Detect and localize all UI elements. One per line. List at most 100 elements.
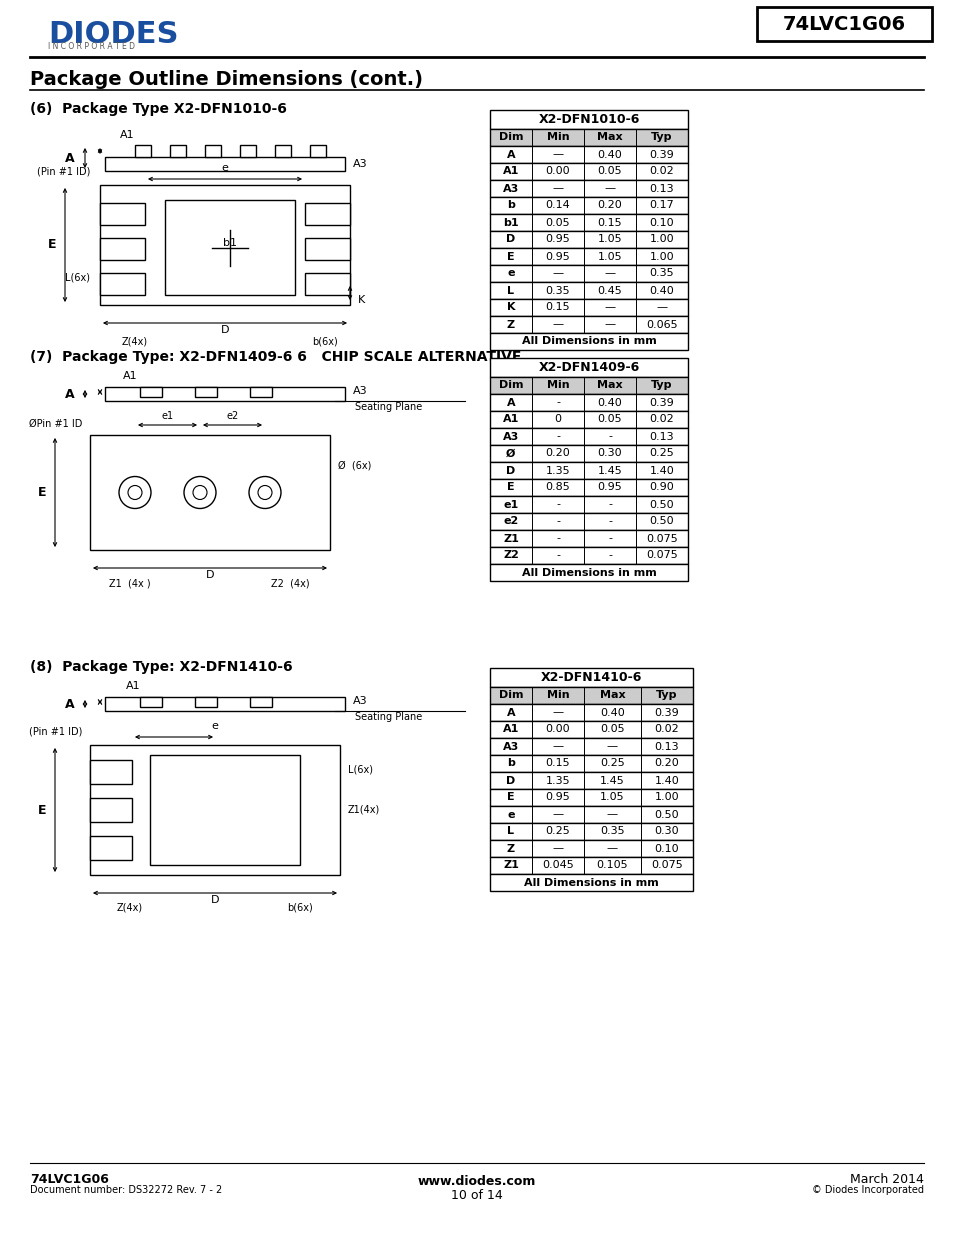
Text: —: — bbox=[552, 741, 563, 752]
Text: 0.30: 0.30 bbox=[654, 826, 679, 836]
Text: March 2014: March 2014 bbox=[849, 1173, 923, 1186]
Text: L: L bbox=[507, 285, 514, 295]
Text: e2: e2 bbox=[226, 411, 238, 421]
Text: -: - bbox=[607, 516, 612, 526]
Text: e1: e1 bbox=[161, 411, 173, 421]
Bar bbox=[490, 394, 687, 411]
Text: Z: Z bbox=[506, 844, 515, 853]
Text: —: — bbox=[552, 708, 563, 718]
Bar bbox=[490, 840, 692, 857]
Text: —: — bbox=[552, 268, 563, 279]
Text: A: A bbox=[65, 152, 74, 164]
Bar bbox=[490, 180, 687, 198]
Text: 0.95: 0.95 bbox=[545, 235, 570, 245]
Text: 0.40: 0.40 bbox=[649, 285, 674, 295]
Text: —: — bbox=[552, 844, 563, 853]
Text: 1.40: 1.40 bbox=[649, 466, 674, 475]
Text: -: - bbox=[556, 534, 559, 543]
Text: Z1: Z1 bbox=[502, 861, 518, 871]
Bar bbox=[490, 789, 692, 806]
Text: 0.10: 0.10 bbox=[654, 844, 679, 853]
Text: L: L bbox=[507, 826, 514, 836]
Text: 0.40: 0.40 bbox=[597, 149, 621, 159]
Bar bbox=[490, 806, 692, 823]
Text: A: A bbox=[65, 388, 74, 400]
Text: D: D bbox=[211, 895, 219, 905]
Text: 0.25: 0.25 bbox=[599, 758, 624, 768]
Text: I N C O R P O R A T E D: I N C O R P O R A T E D bbox=[48, 42, 135, 51]
Text: 1.05: 1.05 bbox=[598, 252, 621, 262]
Text: —: — bbox=[606, 809, 618, 820]
Text: e: e bbox=[507, 268, 515, 279]
Text: —: — bbox=[606, 741, 618, 752]
Bar bbox=[490, 496, 687, 513]
Text: -: - bbox=[556, 431, 559, 441]
Text: Z(4x): Z(4x) bbox=[117, 903, 143, 913]
Text: 0.20: 0.20 bbox=[545, 448, 570, 458]
Text: Z1  (4x ): Z1 (4x ) bbox=[109, 578, 151, 588]
Bar bbox=[490, 128, 687, 146]
Text: D: D bbox=[506, 776, 515, 785]
Text: DIODES: DIODES bbox=[48, 20, 178, 49]
Text: 0.40: 0.40 bbox=[599, 708, 624, 718]
Bar bbox=[105, 387, 345, 401]
Text: Seating Plane: Seating Plane bbox=[355, 403, 422, 412]
Text: -: - bbox=[556, 516, 559, 526]
Text: b1: b1 bbox=[502, 217, 518, 227]
Bar bbox=[194, 387, 216, 396]
Text: K: K bbox=[357, 295, 365, 305]
Text: L(6x): L(6x) bbox=[65, 272, 90, 282]
Bar bbox=[490, 704, 692, 721]
Text: K: K bbox=[506, 303, 515, 312]
Bar bbox=[490, 462, 687, 479]
Text: 0.105: 0.105 bbox=[596, 861, 628, 871]
Text: A3: A3 bbox=[353, 697, 367, 706]
Text: 0.50: 0.50 bbox=[649, 516, 674, 526]
Text: D: D bbox=[206, 571, 214, 580]
Text: 0.15: 0.15 bbox=[598, 217, 621, 227]
Text: Z2  (4x): Z2 (4x) bbox=[271, 578, 309, 588]
Text: Max: Max bbox=[597, 132, 622, 142]
Bar bbox=[490, 857, 692, 874]
Text: b(6x): b(6x) bbox=[287, 903, 313, 913]
Text: -: - bbox=[556, 499, 559, 510]
Bar bbox=[490, 721, 692, 739]
Bar bbox=[100, 203, 145, 225]
Text: 0.05: 0.05 bbox=[598, 415, 621, 425]
Text: (Pin #1 ID): (Pin #1 ID) bbox=[29, 727, 82, 737]
Circle shape bbox=[128, 485, 142, 499]
Text: 1.05: 1.05 bbox=[598, 235, 621, 245]
Bar bbox=[490, 411, 687, 429]
Text: Min: Min bbox=[546, 380, 569, 390]
Text: 1.40: 1.40 bbox=[654, 776, 679, 785]
Bar bbox=[490, 513, 687, 530]
Text: Z1(4x): Z1(4x) bbox=[348, 805, 380, 815]
Text: Dim: Dim bbox=[498, 380, 522, 390]
Text: -: - bbox=[556, 398, 559, 408]
Text: 0.95: 0.95 bbox=[545, 252, 570, 262]
Bar bbox=[205, 144, 221, 157]
Text: -: - bbox=[607, 551, 612, 561]
Text: —: — bbox=[604, 268, 615, 279]
Text: 0.14: 0.14 bbox=[545, 200, 570, 210]
Text: A: A bbox=[506, 398, 515, 408]
Text: E: E bbox=[48, 238, 56, 252]
Bar bbox=[305, 273, 350, 295]
Text: A1: A1 bbox=[502, 415, 518, 425]
Bar bbox=[490, 547, 687, 564]
Text: 0.90: 0.90 bbox=[649, 483, 674, 493]
Text: Z2: Z2 bbox=[502, 551, 518, 561]
Bar bbox=[490, 739, 692, 755]
Text: Max: Max bbox=[599, 690, 624, 700]
Text: A1: A1 bbox=[126, 680, 140, 692]
Text: 0.40: 0.40 bbox=[597, 398, 621, 408]
Text: 0.15: 0.15 bbox=[545, 758, 570, 768]
Text: —: — bbox=[552, 149, 563, 159]
Text: 0.00: 0.00 bbox=[545, 725, 570, 735]
Bar bbox=[165, 200, 294, 295]
Text: 1.35: 1.35 bbox=[545, 466, 570, 475]
Text: E: E bbox=[507, 252, 515, 262]
Text: Document number: DS32272 Rev. 7 - 2: Document number: DS32272 Rev. 7 - 2 bbox=[30, 1186, 222, 1195]
Text: E: E bbox=[38, 804, 46, 816]
Text: 0.95: 0.95 bbox=[545, 793, 570, 803]
